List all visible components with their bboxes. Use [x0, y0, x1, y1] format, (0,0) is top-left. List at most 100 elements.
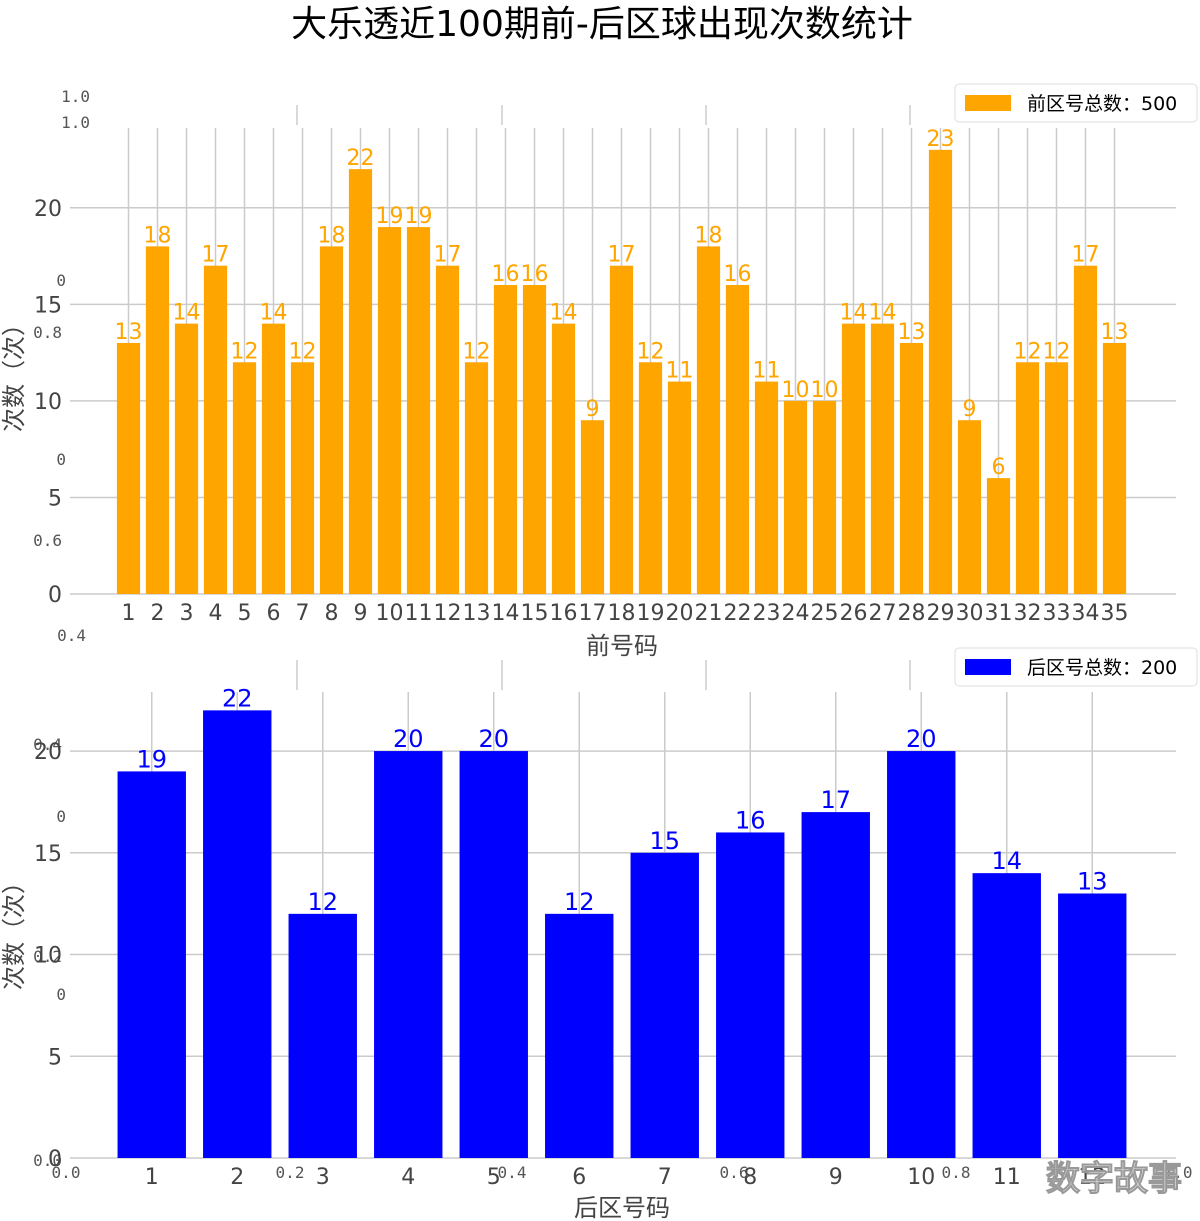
legend-swatch [965, 659, 1011, 675]
bar-value-label: 13 [1101, 320, 1129, 345]
ghost-bottom-label: 1.0 [1164, 1163, 1193, 1182]
bar [580, 420, 605, 594]
bar [716, 832, 785, 1158]
bar-value-label: 14 [173, 301, 201, 326]
bar-value-label: 9 [586, 397, 600, 422]
bar [522, 285, 547, 594]
x-tick-label: 4 [401, 1165, 415, 1190]
bar [459, 751, 528, 1158]
x-tick-label: 32 [1014, 601, 1042, 626]
bar-value-label: 18 [695, 223, 723, 248]
bar [986, 478, 1011, 594]
bar-value-label: 18 [144, 223, 172, 248]
bar [288, 913, 357, 1158]
y-tick-label: 20 [34, 197, 62, 222]
bar-value-label: 12 [1043, 339, 1071, 364]
bar-value-label: 11 [753, 359, 781, 384]
bar-value-label: 14 [840, 301, 868, 326]
y-tick-label: 15 [34, 293, 62, 318]
y-tick-label: 0 [48, 1147, 62, 1172]
bar [232, 362, 257, 594]
x-tick-label: 29 [927, 601, 955, 626]
x-tick-label: 7 [658, 1165, 672, 1190]
bar-value-label: 13 [898, 320, 926, 345]
y-tick-label: 5 [48, 1045, 62, 1070]
x-tick-label: 7 [296, 601, 310, 626]
legend-frame [954, 83, 1198, 123]
x-tick-label: 19 [637, 601, 665, 626]
x-tick-label: 10 [907, 1165, 935, 1190]
bar [972, 873, 1041, 1158]
y-axis-label: 次数（次） [0, 870, 28, 990]
bar [145, 246, 170, 594]
x-tick-label: 15 [521, 601, 549, 626]
bar [117, 771, 186, 1158]
y-tick-label: 10 [34, 944, 62, 969]
legend-swatch [965, 95, 1011, 111]
bar-value-label: 20 [393, 725, 424, 753]
bar-value-label: 12 [1014, 339, 1042, 364]
x-tick-label: 13 [463, 601, 491, 626]
x-tick-label: 28 [898, 601, 926, 626]
x-tick-label: 6 [572, 1165, 586, 1190]
ghost-left-label: 0.8 [33, 323, 62, 342]
x-tick-label: 3 [316, 1165, 330, 1190]
bar [464, 362, 489, 594]
bar-value-label: 16 [492, 262, 520, 287]
x-tick-label: 14 [492, 601, 520, 626]
x-tick-label: 35 [1101, 601, 1129, 626]
x-axis-label: 前号码 [586, 632, 658, 660]
x-tick-label: 24 [782, 601, 810, 626]
bar-value-label: 14 [550, 301, 578, 326]
bar [754, 381, 779, 594]
bar-value-label: 12 [231, 339, 259, 364]
bar [545, 913, 614, 1158]
ghost-bottom-label: 0.0 [52, 1163, 81, 1182]
bar [667, 381, 692, 594]
bar [348, 169, 373, 594]
bar-value-label: 22 [347, 146, 375, 171]
bar [203, 710, 272, 1158]
bar [493, 285, 518, 594]
bar [870, 323, 895, 594]
figure-title: 大乐透近100期前-后区球出现次数统计 [291, 4, 913, 45]
bar [887, 751, 956, 1158]
x-tick-label: 3 [180, 601, 194, 626]
x-tick-label: 9 [354, 601, 368, 626]
bar [638, 362, 663, 594]
bar-value-label: 22 [222, 684, 253, 712]
x-tick-label: 6 [267, 601, 281, 626]
x-tick-label: 21 [695, 601, 723, 626]
bar-value-label: 19 [136, 745, 167, 773]
ghost-left-label: 0.6 [33, 531, 62, 550]
y-tick-label: 0 [48, 583, 62, 608]
x-tick-label: 12 [1078, 1165, 1106, 1190]
bar [1058, 893, 1127, 1158]
bar-value-label: 17 [434, 243, 462, 268]
ghost-left-label: 0.4 [57, 626, 86, 645]
bar [1015, 362, 1040, 594]
bar [630, 852, 699, 1158]
bar [957, 420, 982, 594]
x-tick-label: 22 [724, 601, 752, 626]
x-tick-label: 11 [993, 1165, 1021, 1190]
x-tick-label: 2 [151, 601, 165, 626]
bar-value-label: 16 [735, 806, 766, 834]
bar [377, 227, 402, 594]
ghost-left-label: 0 [56, 271, 66, 290]
bar-value-label: 18 [318, 223, 346, 248]
bar-value-label: 14 [869, 301, 897, 326]
x-tick-label: 12 [434, 601, 462, 626]
bar-value-label: 12 [289, 339, 317, 364]
ghost-bottom-label: 0.4 [498, 1163, 527, 1182]
bar [374, 751, 443, 1158]
y-tick-label: 10 [34, 390, 62, 415]
bar [261, 323, 286, 594]
bar-value-label: 17 [608, 243, 636, 268]
bar [1102, 342, 1127, 594]
ghost-top-label: 1.0 [61, 113, 90, 132]
x-tick-label: 5 [487, 1165, 501, 1190]
bar-value-label: 10 [811, 378, 839, 403]
y-tick-label: 5 [48, 486, 62, 511]
